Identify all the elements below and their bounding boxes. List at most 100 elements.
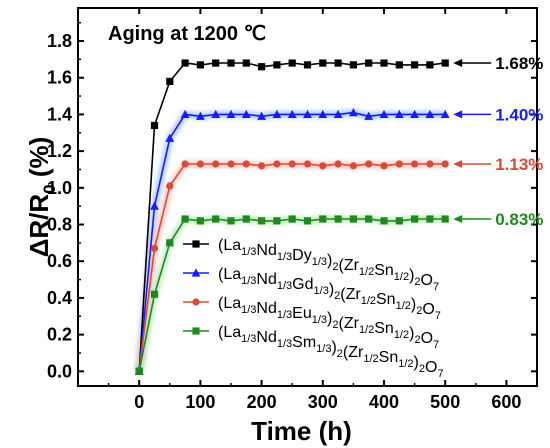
- data-point: [319, 59, 327, 67]
- data-point: [303, 217, 312, 225]
- y-tick-label: 1.4: [47, 104, 72, 124]
- data-point: [196, 160, 204, 168]
- data-point: [319, 215, 327, 223]
- data-point: [192, 240, 200, 248]
- data-point: [410, 109, 419, 119]
- data-point: [365, 59, 373, 67]
- data-point: [349, 61, 357, 69]
- data-point: [288, 160, 296, 168]
- data-point: [394, 109, 404, 119]
- final-value-labels: 1.68% 1.40% 1.13% 0.83%: [453, 54, 543, 229]
- final-value-label: 0.83%: [495, 210, 543, 229]
- label-arrow-head: [453, 159, 463, 168]
- data-point: [227, 160, 235, 168]
- data-point: [166, 182, 174, 190]
- data-point: [441, 59, 449, 67]
- data-point: [166, 239, 174, 247]
- data-point: [395, 217, 403, 225]
- data-point: [349, 107, 358, 117]
- data-point: [211, 109, 221, 119]
- data-point: [411, 215, 419, 223]
- data-point: [165, 133, 175, 142]
- data-point: [150, 201, 159, 210]
- data-point: [192, 327, 200, 335]
- y-tick-label: 0.4: [47, 288, 72, 308]
- data-point: [181, 160, 189, 168]
- legend: (La1/3Nd1/3Dy1/3)2(Zr1/2Sn1/2)2O7(La1/3N…: [183, 237, 444, 380]
- data-point: [395, 61, 403, 69]
- final-value-label: 1.68%: [495, 54, 543, 73]
- data-point: [212, 215, 220, 223]
- data-point: [379, 109, 389, 119]
- data-point: [288, 215, 296, 223]
- chart-annotation: Aging at 1200 ℃: [108, 23, 266, 45]
- data-point: [380, 217, 388, 225]
- data-point: [135, 367, 143, 375]
- data-point: [440, 109, 450, 119]
- data-point: [242, 160, 250, 168]
- y-axis-title: ΔR/R0 (%): [24, 137, 59, 258]
- data-point: [242, 59, 250, 67]
- data-point: [334, 160, 342, 168]
- y-tick-label: 1.6: [47, 68, 72, 88]
- x-tick-label: 0: [134, 392, 144, 412]
- data-point: [150, 290, 159, 298]
- data-point: [273, 160, 281, 168]
- data-point: [257, 111, 266, 120]
- series-2: [134, 107, 450, 375]
- data-point: [441, 160, 449, 168]
- data-point: [411, 160, 419, 168]
- data-point: [196, 217, 204, 225]
- data-point: [150, 121, 159, 130]
- data-point: [365, 160, 373, 168]
- data-point: [303, 109, 312, 119]
- legend-label: (La1/3Nd1/3Sm1/3)2(Zr1/2Sn1/2)2O7: [218, 324, 444, 380]
- y-tick-label: 0.0: [47, 361, 72, 381]
- data-point: [212, 160, 220, 168]
- y-tick-label: 1.8: [47, 31, 72, 51]
- data-point: [333, 109, 343, 119]
- data-point: [273, 61, 281, 69]
- plot-frame: [77, 7, 538, 387]
- data-point: [181, 59, 189, 67]
- data-point: [334, 59, 342, 67]
- data-point: [180, 109, 190, 119]
- data-point: [395, 160, 403, 168]
- data-point: [181, 215, 189, 223]
- data-point: [287, 109, 297, 119]
- x-axis-ticks: 0 100 200 300 400 500 600: [107, 8, 521, 412]
- data-point: [226, 109, 236, 119]
- data-point: [319, 162, 327, 170]
- data-point: [196, 111, 205, 120]
- x-tick-label: 300: [308, 392, 338, 412]
- y-tick-label: 0.8: [47, 215, 72, 235]
- legend-label: (La1/3Nd1/3Eu1/3)2(Zr1/2Sn1/2)2O7: [218, 295, 439, 351]
- data-point: [349, 162, 357, 170]
- y-tick-label: 0.2: [47, 325, 72, 345]
- final-value-label: 1.13%: [495, 155, 543, 174]
- data-point: [241, 109, 251, 119]
- data-point: [273, 217, 281, 225]
- x-tick-label: 600: [491, 392, 521, 412]
- x-tick-label: 200: [247, 392, 277, 412]
- final-value-label: 1.40%: [495, 105, 543, 124]
- label-arrow-head: [453, 59, 463, 68]
- data-point: [380, 59, 388, 67]
- data-point: [212, 59, 220, 67]
- data-point: [426, 215, 434, 223]
- data-point: [272, 109, 282, 119]
- data-point: [349, 215, 357, 223]
- data-point: [258, 63, 266, 71]
- data-point: [258, 162, 266, 170]
- data-point: [191, 268, 201, 277]
- data-point: [380, 162, 388, 170]
- data-point: [303, 160, 312, 168]
- y-tick-label: 1.2: [47, 141, 72, 161]
- data-point: [166, 77, 174, 85]
- y-tick-label: 1.0: [47, 178, 72, 198]
- data-point: [426, 61, 434, 69]
- data-point: [426, 160, 434, 168]
- data-point: [411, 61, 419, 69]
- legend-label: (La1/3Nd1/3Gd1/3)2(Zr1/2Sn1/2)2O7: [218, 266, 441, 322]
